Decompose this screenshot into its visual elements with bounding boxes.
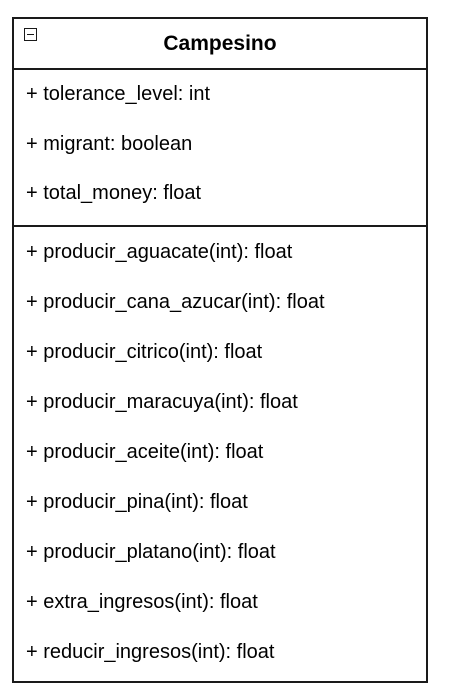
- operation-producir-maracuya: + producir_maracuya(int): float: [26, 391, 298, 413]
- operation-producir-platano: + producir_platano(int): float: [26, 541, 276, 563]
- operation-producir-pina: + producir_pina(int): float: [26, 491, 248, 513]
- minus-square-icon[interactable]: [24, 28, 37, 41]
- attribute-tolerance-level: + tolerance_level: int: [26, 83, 211, 105]
- operations-section: + producir_aguacate(int): float + produc…: [14, 227, 426, 689]
- operation-reducir-ingresos: + reducir_ingresos(int): float: [26, 641, 275, 663]
- class-name: Campesino: [163, 32, 277, 55]
- class-header: Campesino: [14, 19, 426, 70]
- operation-producir-aguacate: + producir_aguacate(int): float: [26, 241, 293, 263]
- operation-producir-cana-azucar: + producir_cana_azucar(int): float: [26, 291, 325, 313]
- uml-class-box[interactable]: Campesino + tolerance_level: int + migra…: [12, 17, 428, 683]
- attribute-migrant: + migrant: boolean: [26, 132, 193, 155]
- operation-producir-aceite: + producir_aceite(int): float: [26, 441, 264, 463]
- operation-extra-ingresos: + extra_ingresos(int): float: [26, 591, 258, 613]
- attributes-section: + tolerance_level: int + migrant: boolea…: [14, 70, 426, 227]
- operation-producir-citrico: + producir_citrico(int): float: [26, 341, 263, 363]
- attribute-total-money: + total_money: float: [26, 182, 202, 204]
